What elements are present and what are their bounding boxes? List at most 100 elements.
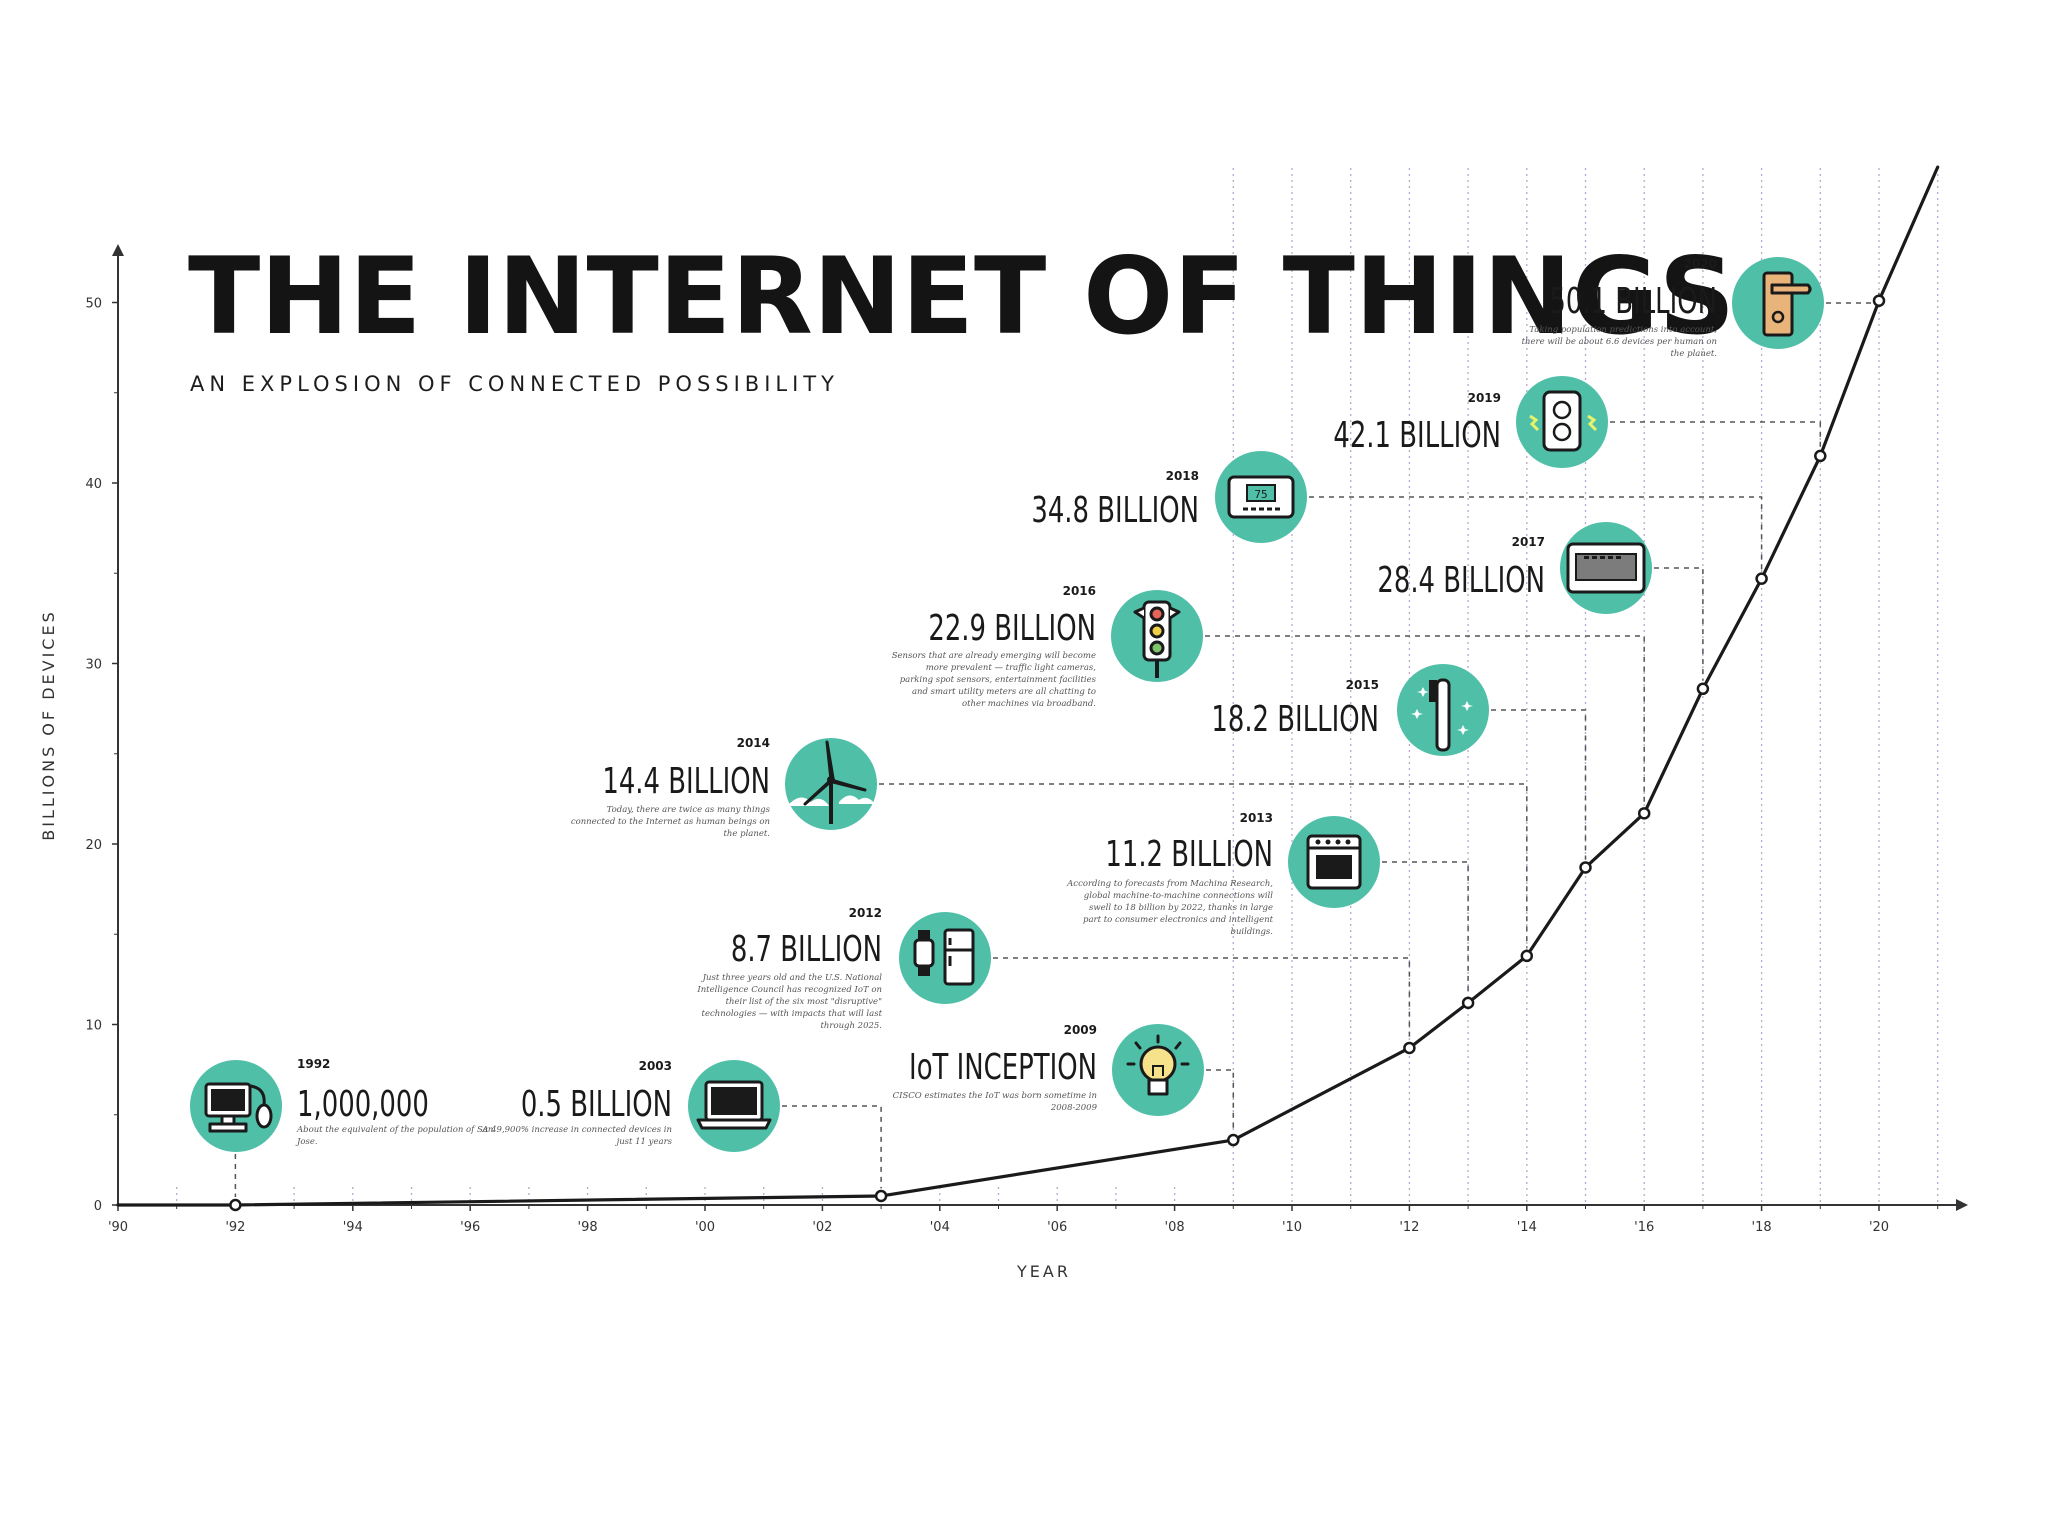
annotation-note-line: more prevalent — traffic light cameras, xyxy=(926,663,1097,673)
annotation-note-line: A 49,900% increase in connected devices … xyxy=(481,1125,672,1135)
annotation-value: 0.5 BILLION xyxy=(521,1084,672,1125)
x-tick-label: '00 xyxy=(695,1220,715,1235)
y-tick-label: 10 xyxy=(85,1019,102,1034)
annotation-note-line: there will be about 6.6 devices per huma… xyxy=(1522,337,1717,347)
laptop-icon xyxy=(696,1080,772,1130)
annotation-note-line: Today, there are twice as many things xyxy=(607,805,771,815)
leader-line xyxy=(1610,421,1822,448)
annotation-year: 2003 xyxy=(639,1059,672,1073)
annotation-note-line: About the equivalent of the population o… xyxy=(296,1125,493,1135)
x-axis-label: YEAR xyxy=(1016,1262,1071,1281)
x-tick-label: '10 xyxy=(1282,1220,1302,1235)
annotation-2020: 2020 50.1 BILLION Taking population predic… xyxy=(1522,257,1886,359)
y-tick-label: 50 xyxy=(85,297,102,312)
traffic-light-icon xyxy=(1133,600,1181,678)
annotation-value: IoT INCEPTION xyxy=(909,1047,1097,1088)
annotation-value: 34.8 BILLION xyxy=(1031,490,1199,531)
thermostat-readout: 75 xyxy=(1254,488,1267,501)
annotation-note-line: Taking population predictions into accou… xyxy=(1529,325,1717,335)
leader-line xyxy=(782,1105,882,1188)
data-point xyxy=(229,1198,242,1212)
annotation-note-line: According to forecasts from Machina Rese… xyxy=(1066,879,1273,889)
data-point xyxy=(1814,449,1827,463)
toothbrush-icon xyxy=(1411,678,1473,752)
annotation-value: 14.4 BILLION xyxy=(602,761,770,802)
annotation-note-line: Sensors that are already emerging will b… xyxy=(892,651,1096,661)
oven-icon xyxy=(1306,834,1362,890)
annotation-note-line: just 11 years xyxy=(615,1137,673,1147)
leader-line xyxy=(993,957,1411,1040)
annotation-note-line: through 2025. xyxy=(821,1021,883,1031)
thermostat-icon: 75 xyxy=(1227,475,1295,519)
annotation-note-line: CISCO estimates the IoT was born sometim… xyxy=(893,1091,1097,1101)
y-tick-label: 30 xyxy=(85,658,102,673)
annotation-value: 1,000,000 xyxy=(297,1084,429,1125)
annotation-value: 8.7 BILLION xyxy=(731,929,882,970)
annotation-note-line: part to consumer electronics and intelli… xyxy=(1083,915,1274,925)
annotation-note-line: buildings. xyxy=(1231,927,1274,937)
annotation-value: 18.2 BILLION xyxy=(1211,699,1379,740)
annotation-year: 2019 xyxy=(1468,391,1501,405)
data-point xyxy=(1403,1041,1416,1055)
y-axis-label: BILLIONS OF DEVICES xyxy=(39,609,58,840)
annotation-2019: 2019 42.1 BILLION xyxy=(1333,376,1827,468)
annotation-note-line: Just three years old and the U.S. Nation… xyxy=(701,973,883,983)
data-point xyxy=(1520,949,1534,963)
leader-line xyxy=(1654,567,1704,681)
annotation-note-line: global machine-to-machine connections wi… xyxy=(1084,891,1273,901)
leader-line xyxy=(1205,635,1645,806)
leader-line xyxy=(1491,709,1587,860)
annotation-year: 2009 xyxy=(1064,1023,1097,1037)
wind-turbine-icon xyxy=(787,740,875,824)
annotation-note-line: Jose. xyxy=(295,1137,318,1147)
outlet-icon xyxy=(1529,390,1598,452)
annotation-note-line: swell to 18 billion by 2022, thanks in l… xyxy=(1089,903,1273,913)
annotation-value: 28.4 BILLION xyxy=(1377,560,1545,601)
x-tick-label: '90 xyxy=(108,1220,128,1235)
leader-line xyxy=(1826,292,1880,304)
x-tick-label: '20 xyxy=(1869,1220,1889,1235)
leader-line xyxy=(1206,1069,1235,1133)
x-tick-label: '02 xyxy=(812,1220,832,1235)
annotation-note-line: Intelligence Council has recognized IoT … xyxy=(696,985,882,995)
annotation-note-line: 2008-2009 xyxy=(1050,1103,1098,1113)
annotation-2016: 2016 22.9 BILLION Sensors that are already… xyxy=(892,584,1651,820)
y-axis-arrow xyxy=(112,244,124,256)
annotation-2009: 2009 IoT INCEPTION CISCO estimates the IoT… xyxy=(893,1023,1240,1147)
data-point xyxy=(1637,807,1651,820)
annotation-year: 2012 xyxy=(849,906,882,920)
door-handle-icon xyxy=(1762,271,1812,337)
chart-title: THE INTERNET OF THINGS xyxy=(188,235,1735,358)
leader-line xyxy=(1382,861,1469,995)
watch-fridge-icon xyxy=(913,928,975,986)
x-tick-label: '96 xyxy=(460,1220,480,1235)
annotation-value: 11.2 BILLION xyxy=(1105,834,1273,875)
annotation-2013: 2013 11.2 BILLION According to forecasts f… xyxy=(1066,811,1475,1010)
computer-icon xyxy=(204,1082,273,1133)
x-tick-label: '16 xyxy=(1634,1220,1654,1235)
series-polyline xyxy=(116,165,1940,1207)
leader-line xyxy=(1309,496,1763,571)
data-point xyxy=(1579,861,1592,874)
y-tick-label: 40 xyxy=(85,477,102,492)
x-tick-label: '08 xyxy=(1165,1220,1185,1235)
series-line xyxy=(116,165,1940,1207)
annotation-2017: 2017 28.4 BILLION xyxy=(1377,522,1710,696)
x-tick-label: '04 xyxy=(930,1220,950,1235)
y-tick-label: 0 xyxy=(94,1199,102,1214)
annotation-note-line: and smart utility meters are all chattin… xyxy=(912,687,1096,697)
x-tick-label: '98 xyxy=(578,1220,598,1235)
x-tick-label: '18 xyxy=(1752,1220,1772,1235)
annotation-year: 2013 xyxy=(1240,811,1273,825)
data-point xyxy=(1696,682,1710,696)
annotation-year: 2014 xyxy=(737,736,770,750)
y-tick-label: 20 xyxy=(85,838,102,853)
annotation-note-line: their list of the six most "disruptive" xyxy=(726,997,883,1007)
annotation-2018: 75 2018 34.8 BILLION xyxy=(1031,451,1768,585)
data-point xyxy=(874,1189,888,1203)
x-tick-label: '12 xyxy=(1399,1220,1419,1235)
x-axis-arrow xyxy=(1956,1199,1968,1211)
